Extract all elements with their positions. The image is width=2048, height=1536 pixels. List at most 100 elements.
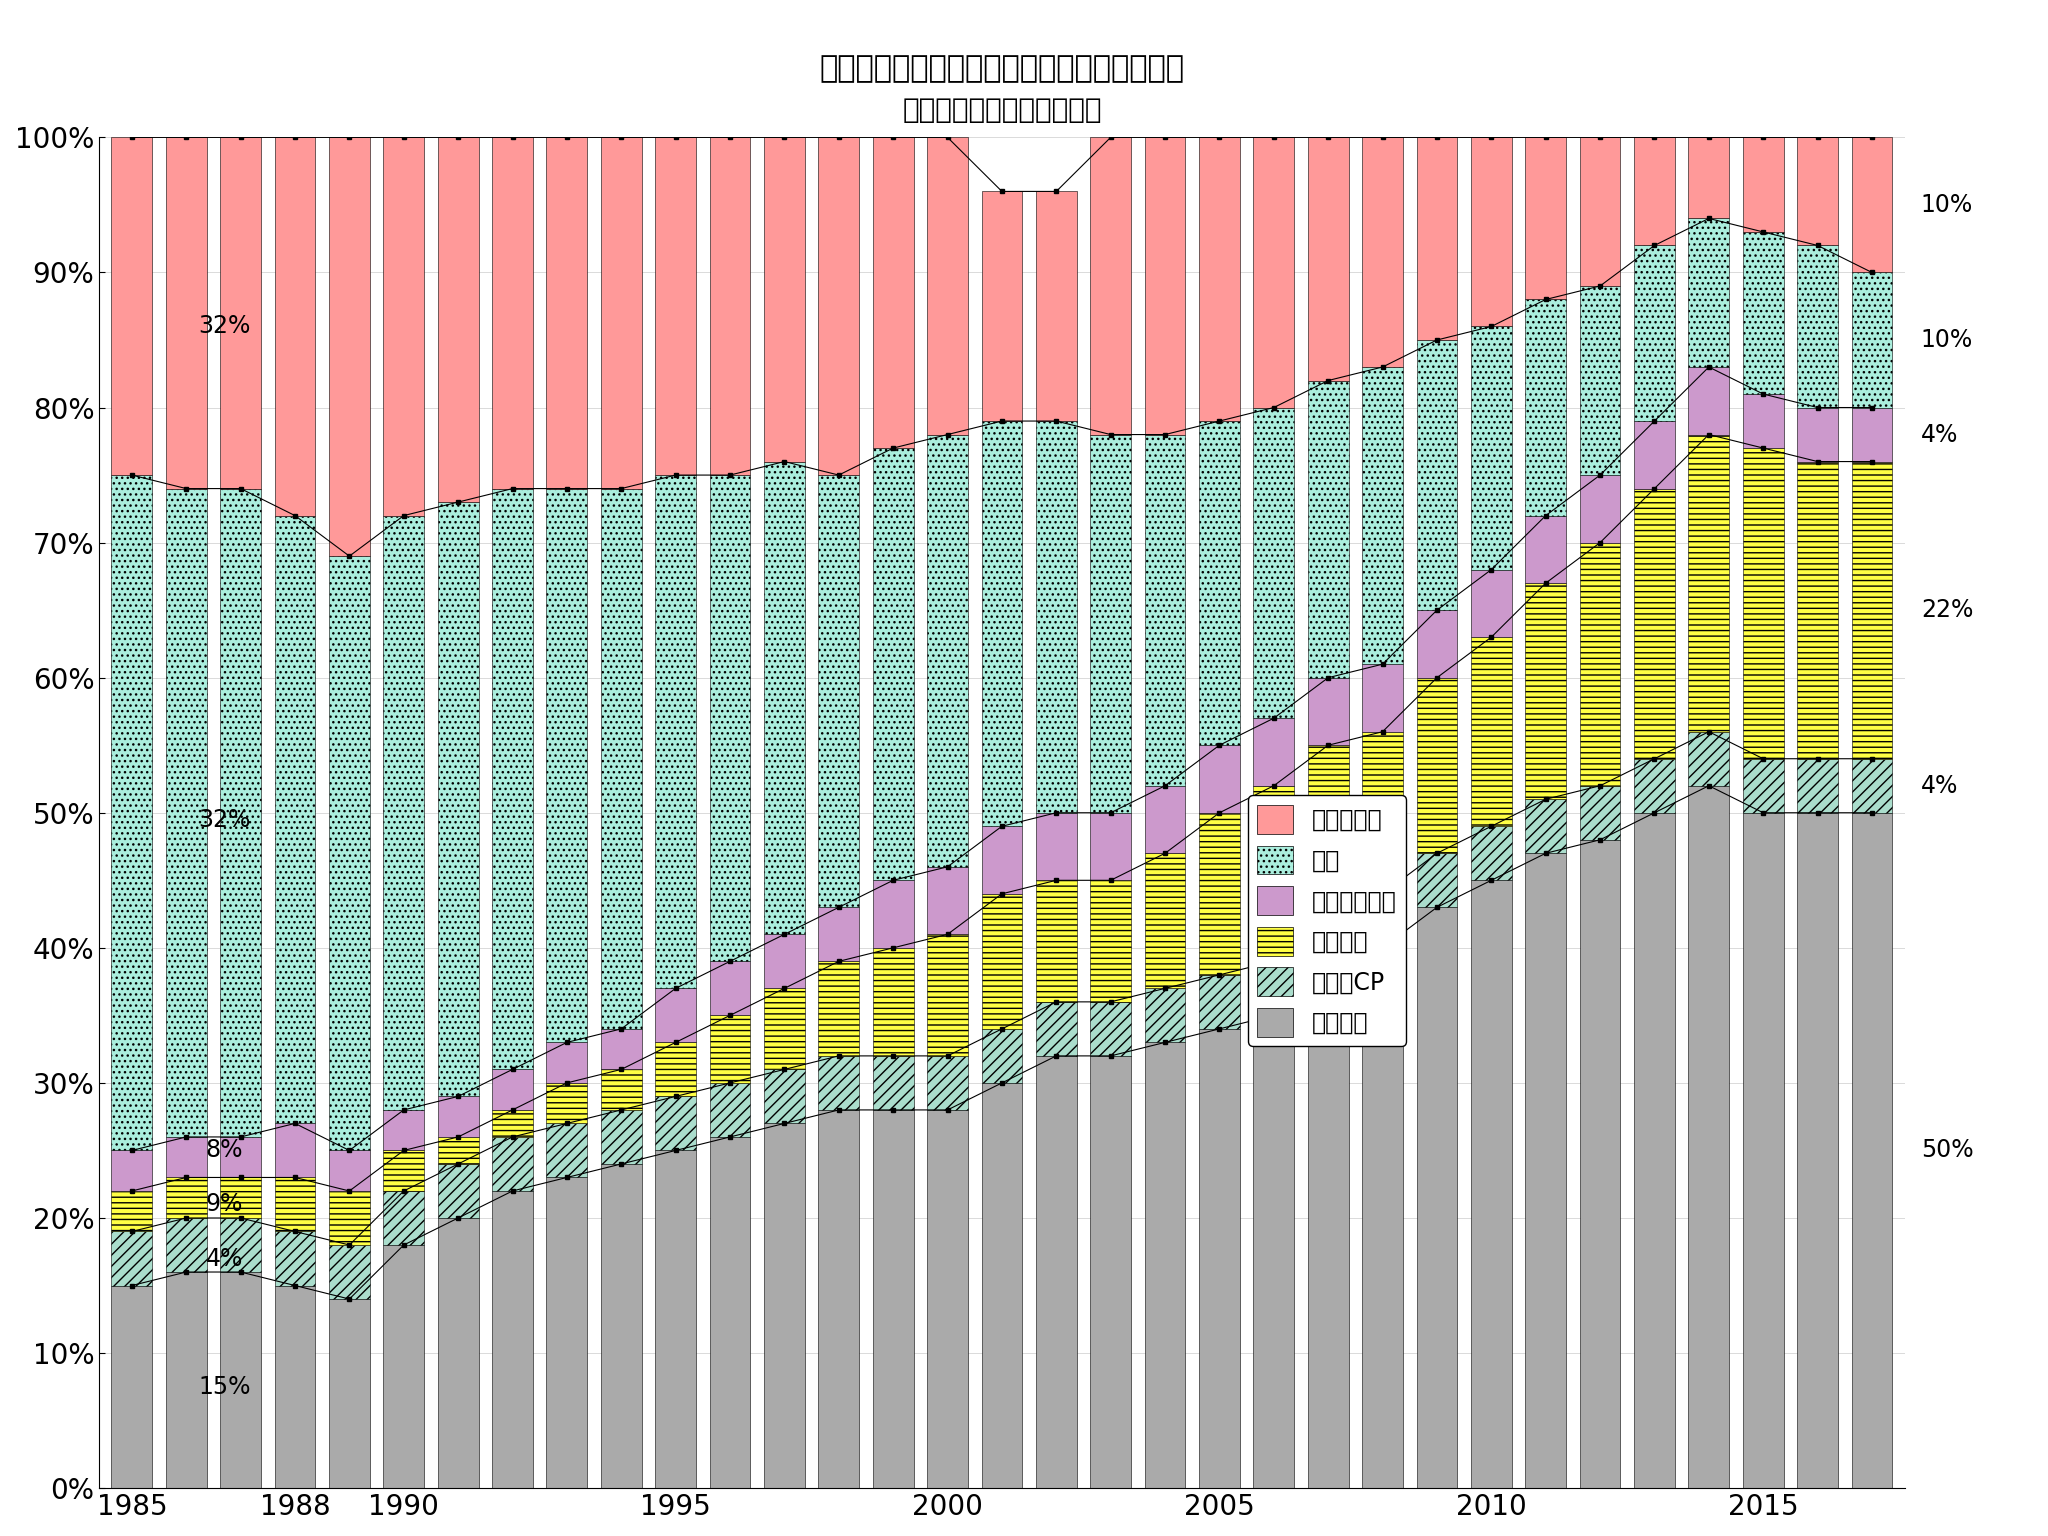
Bar: [764, 137, 805, 462]
Bar: [1198, 137, 1239, 421]
Bar: [1526, 137, 1567, 300]
Text: 9%: 9%: [205, 1192, 244, 1217]
Bar: [1253, 719, 1294, 786]
Bar: [1253, 1015, 1294, 1488]
Bar: [819, 962, 860, 1055]
Bar: [1688, 731, 1729, 786]
Bar: [547, 1043, 588, 1083]
Bar: [1417, 137, 1458, 339]
Bar: [1526, 516, 1567, 584]
Bar: [981, 894, 1022, 1029]
Bar: [330, 1190, 371, 1246]
Bar: [709, 1083, 750, 1137]
Bar: [1036, 421, 1077, 813]
Bar: [547, 1178, 588, 1488]
Bar: [492, 488, 532, 1069]
Bar: [1743, 813, 1784, 1488]
Bar: [1798, 813, 1837, 1488]
Bar: [1470, 570, 1511, 637]
Bar: [1417, 854, 1458, 908]
Bar: [1688, 367, 1729, 435]
Bar: [1145, 435, 1186, 786]
Bar: [221, 1218, 260, 1272]
Bar: [330, 556, 371, 1150]
Bar: [709, 1137, 750, 1488]
Bar: [383, 137, 424, 516]
Bar: [1634, 421, 1675, 488]
Bar: [1090, 1055, 1130, 1488]
Text: 8%: 8%: [205, 1138, 244, 1163]
Bar: [1198, 421, 1239, 745]
Bar: [1253, 137, 1294, 407]
Bar: [1309, 137, 1348, 381]
Bar: [709, 475, 750, 962]
Bar: [1798, 246, 1837, 407]
Bar: [1634, 759, 1675, 813]
Text: 4%: 4%: [1921, 422, 1958, 447]
Bar: [1090, 1001, 1130, 1055]
Bar: [764, 1069, 805, 1123]
Bar: [981, 421, 1022, 826]
Bar: [1145, 1043, 1186, 1488]
Bar: [111, 475, 152, 1150]
Bar: [872, 948, 913, 1055]
Bar: [1417, 677, 1458, 854]
Bar: [1851, 407, 1892, 462]
Bar: [1743, 232, 1784, 395]
Bar: [872, 1111, 913, 1488]
Bar: [1036, 813, 1077, 880]
Bar: [221, 1137, 260, 1178]
Bar: [274, 1232, 315, 1286]
Bar: [764, 934, 805, 988]
Bar: [1688, 786, 1729, 1488]
Bar: [928, 1111, 969, 1488]
Bar: [274, 1123, 315, 1178]
Bar: [274, 516, 315, 1123]
Bar: [1743, 395, 1784, 449]
Text: 10%: 10%: [1921, 329, 1972, 352]
Bar: [600, 137, 641, 488]
Bar: [1145, 786, 1186, 854]
Bar: [764, 1123, 805, 1488]
Bar: [1851, 137, 1892, 272]
Bar: [166, 1218, 207, 1272]
Bar: [547, 488, 588, 1043]
Bar: [1036, 1055, 1077, 1488]
Bar: [438, 1164, 479, 1218]
Bar: [981, 826, 1022, 894]
Bar: [1798, 407, 1837, 462]
Bar: [330, 137, 371, 556]
Bar: [221, 137, 260, 488]
Bar: [1743, 449, 1784, 759]
Bar: [819, 908, 860, 962]
Bar: [1145, 854, 1186, 988]
Bar: [1851, 462, 1892, 759]
Text: 4%: 4%: [1921, 774, 1958, 797]
Bar: [547, 1123, 588, 1178]
Bar: [221, 1272, 260, 1488]
Bar: [166, 1272, 207, 1488]
Bar: [928, 435, 969, 866]
Bar: [1145, 137, 1186, 435]
Bar: [1253, 962, 1294, 1015]
Bar: [221, 488, 260, 1137]
Bar: [1198, 1029, 1239, 1488]
Bar: [655, 137, 696, 475]
Bar: [111, 1150, 152, 1190]
Bar: [819, 475, 860, 908]
Bar: [981, 1029, 1022, 1083]
Bar: [274, 1178, 315, 1232]
Bar: [872, 1055, 913, 1111]
Bar: [655, 1043, 696, 1097]
Bar: [1036, 1001, 1077, 1055]
Bar: [600, 1029, 641, 1069]
Bar: [547, 1083, 588, 1123]
Bar: [383, 516, 424, 1111]
Text: 22%: 22%: [1921, 598, 1974, 622]
Bar: [928, 137, 969, 435]
Bar: [1362, 894, 1403, 948]
Bar: [709, 962, 750, 1015]
Bar: [1798, 137, 1837, 246]
Bar: [166, 488, 207, 1137]
Bar: [1579, 475, 1620, 542]
